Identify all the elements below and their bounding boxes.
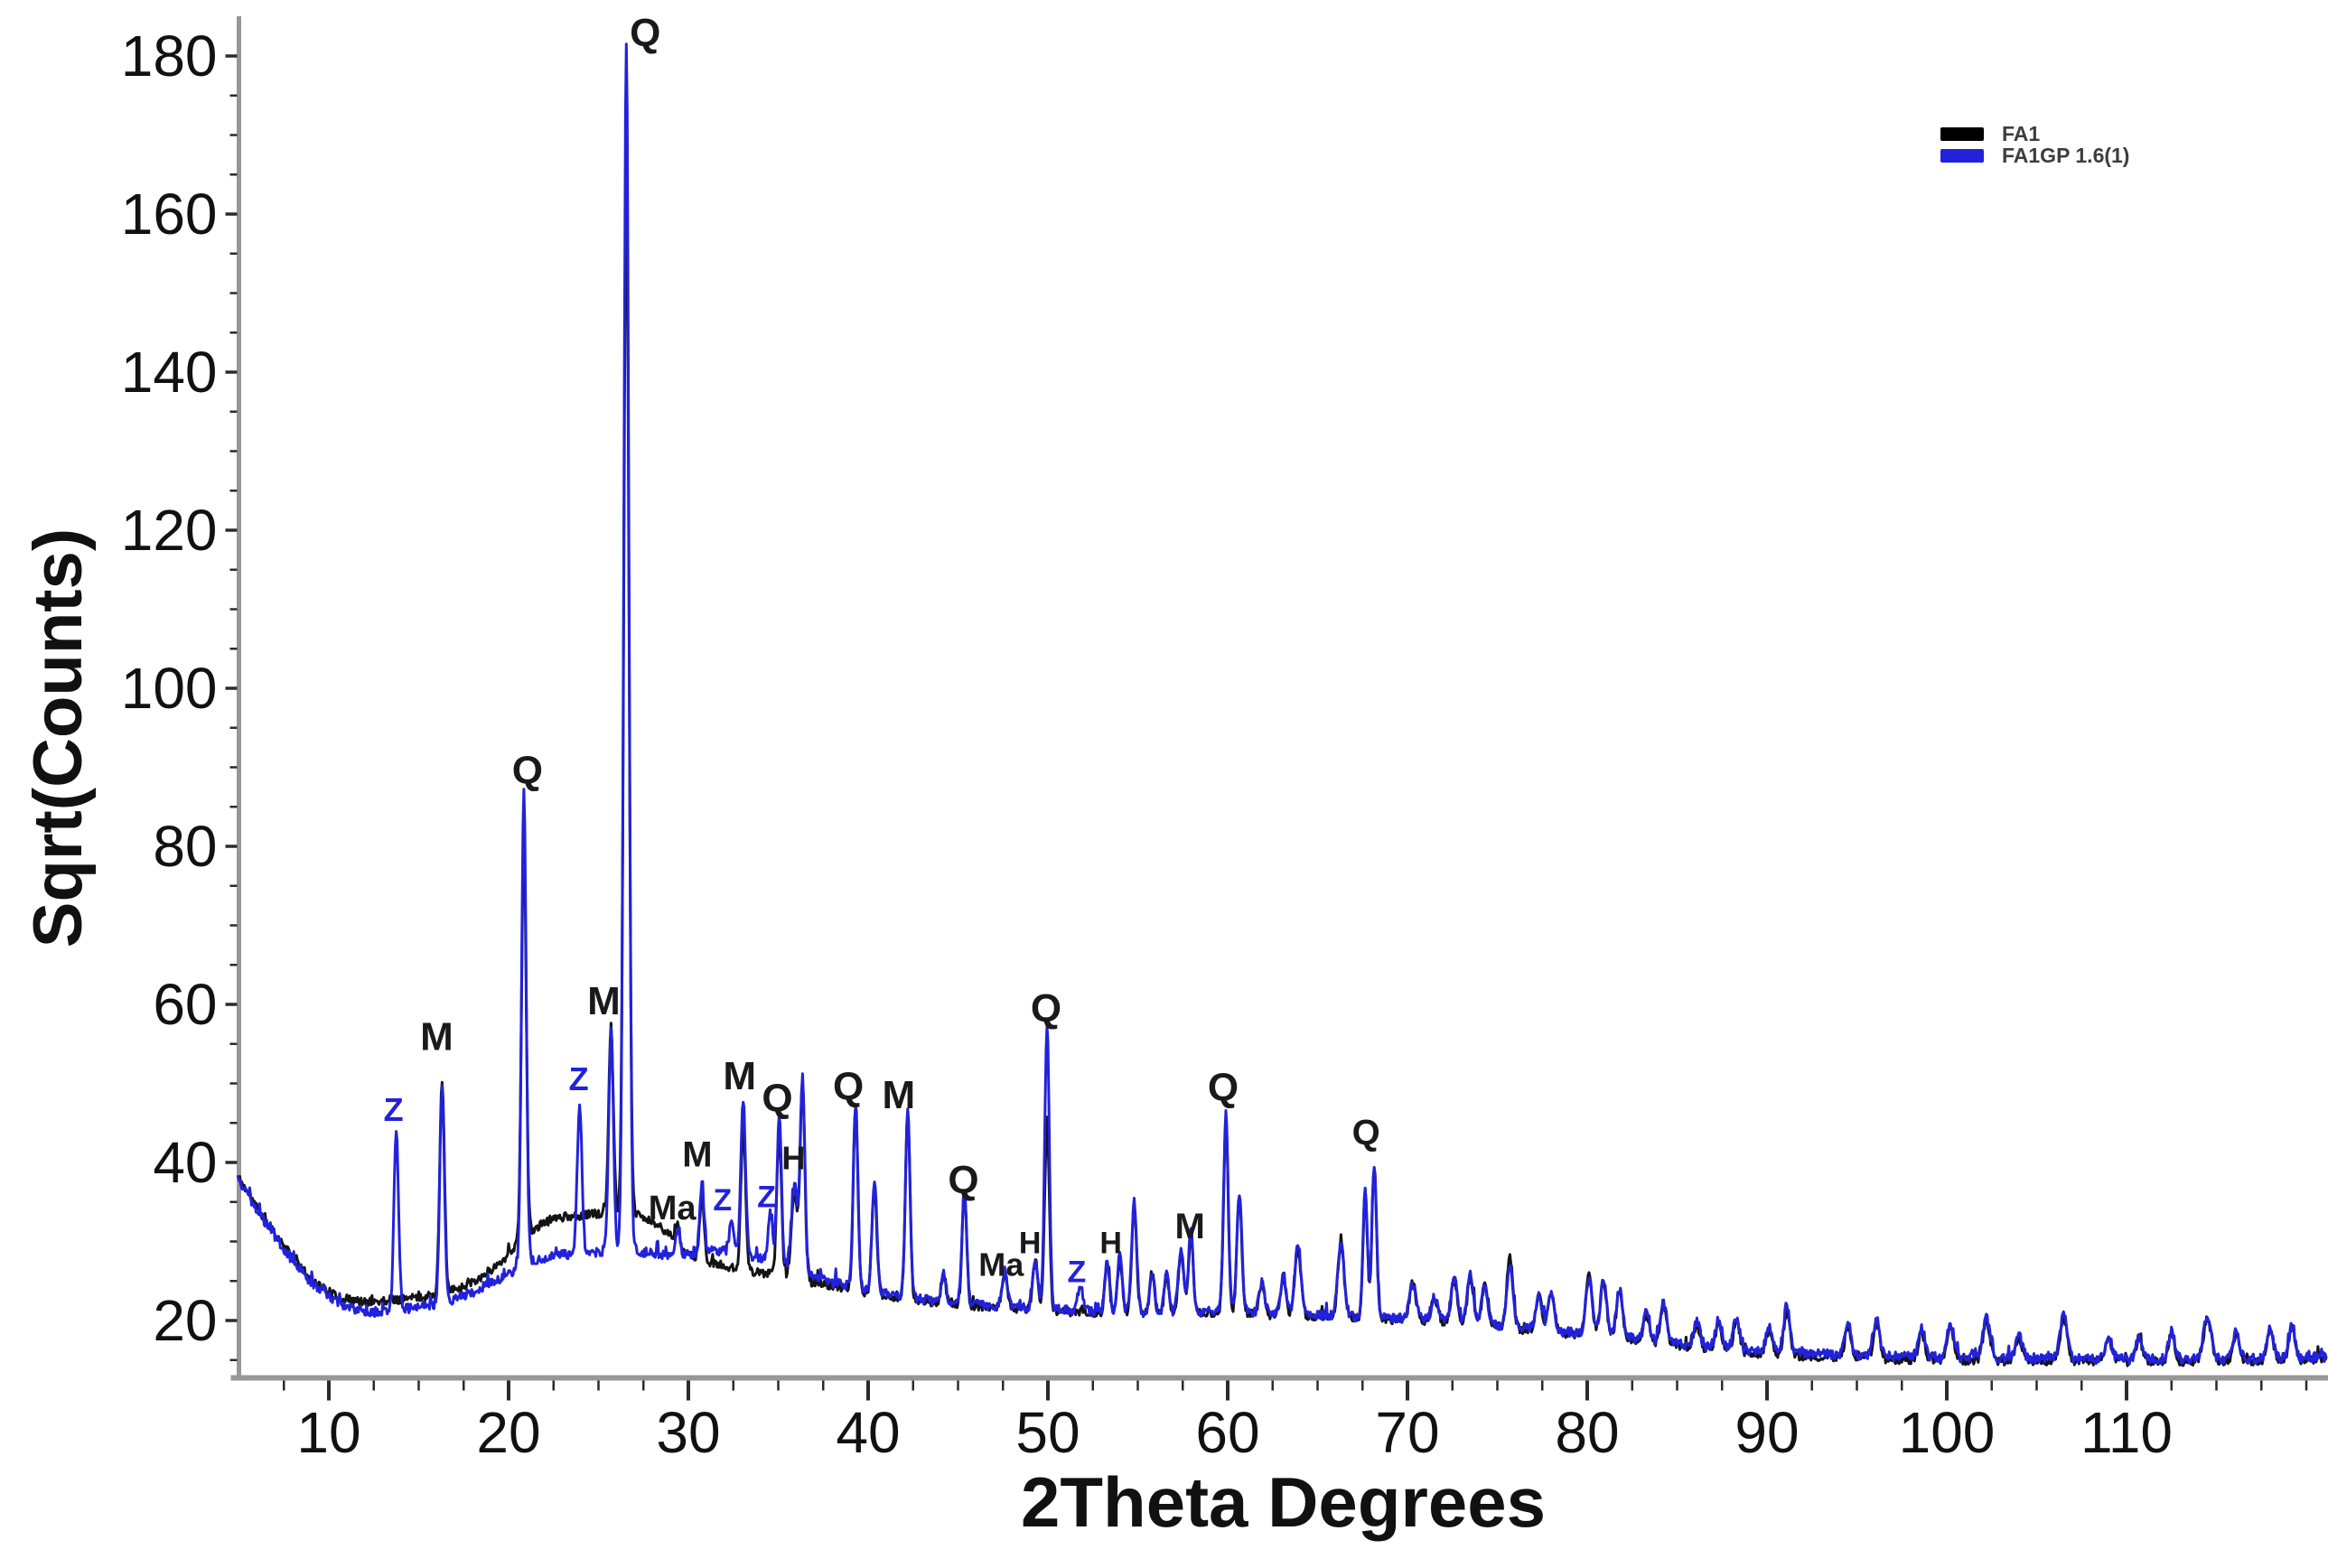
y-tick-label: 60 xyxy=(153,972,217,1037)
legend-item-fa1: FA1 xyxy=(1940,122,2129,145)
legend-swatch-fa1 xyxy=(1940,127,1984,141)
peak-label-m: M xyxy=(420,1014,453,1059)
legend: FA1 FA1GP 1.6(1) xyxy=(1940,122,2130,171)
peak-label-q: Q xyxy=(512,749,543,793)
legend-label-fa1gp: FA1GP 1.6(1) xyxy=(2002,144,2130,167)
series-line-fa1 xyxy=(237,150,2328,1367)
peak-label-h: H xyxy=(781,1139,805,1176)
peak-label-q: Q xyxy=(1031,986,1061,1031)
peak-label-m: M xyxy=(723,1054,756,1098)
peak-label-q: Q xyxy=(1208,1065,1239,1109)
x-tick-label: 50 xyxy=(1015,1400,1080,1465)
peak-label-h: H xyxy=(1019,1226,1042,1260)
series-line-fa1gp-1-6-1- xyxy=(237,42,2328,1366)
y-axis-title: Sqrt(Counts) xyxy=(20,527,97,948)
peak-label-q: Q xyxy=(1352,1113,1380,1153)
x-tick-label: 60 xyxy=(1195,1400,1259,1465)
peak-label-z: Z xyxy=(1067,1255,1086,1290)
x-tick-label: 30 xyxy=(656,1400,720,1465)
peak-label-m: M xyxy=(1175,1207,1205,1246)
peak-label-q: Q xyxy=(948,1158,978,1202)
peak-label-q: Q xyxy=(630,11,660,55)
peak-label-z: Z xyxy=(384,1091,404,1128)
peak-label-z: Z xyxy=(713,1183,732,1218)
legend-swatch-fa1gp xyxy=(1940,149,1984,163)
legend-item-fa1gp: FA1GP 1.6(1) xyxy=(1940,144,2130,167)
y-tick-label: 100 xyxy=(121,656,218,721)
x-tick-label: 20 xyxy=(476,1400,540,1465)
x-tick-label: 90 xyxy=(1734,1400,1799,1465)
x-tick-label: 70 xyxy=(1375,1400,1439,1465)
y-tick-label: 120 xyxy=(121,498,218,563)
x-tick-label: 80 xyxy=(1555,1400,1619,1465)
peak-label-m: M xyxy=(682,1134,712,1174)
peak-label-z: Z xyxy=(757,1181,776,1215)
y-tick-label: 80 xyxy=(153,814,217,879)
x-tick-label: 10 xyxy=(296,1400,360,1465)
y-tick-label: 20 xyxy=(153,1288,217,1353)
peak-label-ma: Ma xyxy=(649,1190,697,1227)
y-tick-label: 40 xyxy=(153,1130,217,1195)
y-tick-label: 140 xyxy=(121,340,218,405)
x-tick-label: 40 xyxy=(836,1400,900,1465)
peak-label-q: Q xyxy=(833,1065,864,1109)
x-axis-title: 2Theta Degrees xyxy=(1021,1462,1546,1542)
y-tick-label: 160 xyxy=(121,182,218,247)
legend-label-fa1: FA1 xyxy=(2002,122,2041,145)
peak-label-h: H xyxy=(1099,1226,1122,1260)
peak-label-z: Z xyxy=(569,1060,589,1097)
y-tick-label: 180 xyxy=(121,23,218,89)
peak-label-m: M xyxy=(883,1073,916,1117)
peak-label-q: Q xyxy=(762,1077,792,1121)
x-tick-label: 100 xyxy=(1899,1400,1996,1465)
x-tick-label: 110 xyxy=(2080,1400,2173,1465)
peak-label-ma: Ma xyxy=(978,1246,1024,1283)
peak-label-m: M xyxy=(587,979,621,1023)
